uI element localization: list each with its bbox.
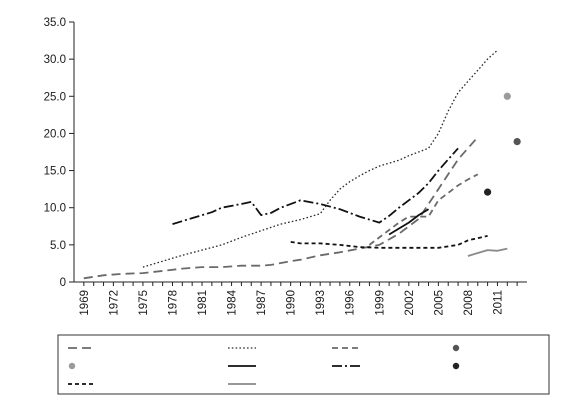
chart-series — [83, 49, 521, 280]
legend-box — [57, 334, 550, 395]
series-line-short-grey-dash — [368, 173, 479, 246]
x-tick-label: 1999 — [374, 290, 386, 316]
y-tick-label: 30.0 — [44, 54, 66, 66]
series-line-black-solid — [388, 208, 429, 236]
legend-swatch — [68, 362, 76, 370]
x-tick-label: 1993 — [315, 290, 327, 316]
series-line-black-dash-dot — [172, 147, 459, 225]
y-tick-label: 25.0 — [44, 91, 66, 103]
chart-legend — [57, 334, 550, 395]
point-light-grey-point — [503, 92, 511, 100]
y-tick-label: 20.0 — [44, 128, 66, 140]
x-tick-label: 1990 — [286, 290, 298, 316]
series-line-grey-solid — [467, 247, 508, 257]
point-dark-grey-point — [513, 138, 521, 146]
series-line-black-short-dash — [290, 235, 488, 249]
legend-item-black-point — [452, 362, 460, 370]
series-line-long-grey-dash — [83, 136, 479, 280]
x-tick-label: 2002 — [404, 290, 416, 316]
legend-item-light-grey-point — [68, 362, 76, 370]
y-tick-label: 35.0 — [44, 17, 66, 29]
x-tick-label: 1975 — [138, 290, 150, 316]
x-tick-label: 1969 — [79, 290, 91, 316]
y-tick-label: 0 — [60, 277, 66, 289]
x-tick-label: 2008 — [463, 290, 475, 316]
series-line-dotted — [142, 49, 498, 268]
x-tick-label: 1984 — [227, 289, 239, 315]
legend-swatch — [452, 362, 460, 370]
x-tick-label: 1972 — [108, 290, 120, 316]
x-tick-label: 2011 — [492, 290, 504, 315]
x-tick-label: 1981 — [197, 290, 209, 316]
x-tick-label: 1978 — [167, 290, 179, 316]
x-tick-label: 2005 — [433, 290, 445, 316]
legend-item-dark-grey-point — [452, 344, 460, 352]
point-black-point — [484, 188, 492, 196]
legend-swatch — [452, 344, 460, 352]
x-tick-label: 1987 — [256, 290, 268, 316]
y-tick-label: 10.0 — [44, 203, 66, 215]
chart-axes: 0 5.0 10.0 15.0 20.0 25.0 30.0 35.0 1969 1972 1975… — [44, 17, 527, 316]
y-tick-label: 5.0 — [50, 240, 66, 252]
x-tick-label: 1996 — [345, 290, 357, 316]
y-tick-label: 15.0 — [44, 166, 66, 178]
